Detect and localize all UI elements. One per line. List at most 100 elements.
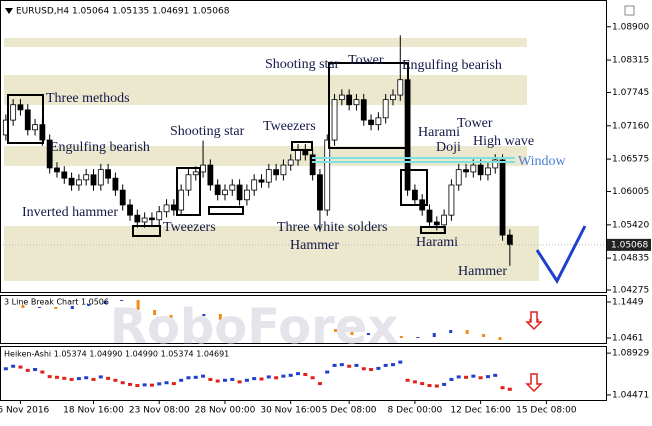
y-tick-label: 1.04471: [612, 390, 649, 400]
candle-body: [426, 209, 433, 223]
ha-bar: [449, 377, 454, 381]
pattern-label: Shooting star: [170, 124, 245, 139]
pattern-box: [176, 167, 201, 216]
brick: [399, 336, 403, 339]
ha-bar: [412, 380, 417, 384]
check-mark: [535, 225, 587, 285]
candle-body: [492, 159, 499, 169]
candle-body: [97, 169, 104, 186]
ha-bar: [244, 378, 249, 382]
candle-body: [485, 167, 491, 176]
ha-bar: [135, 384, 140, 388]
candle-body: [338, 94, 345, 101]
candle-body: [119, 189, 126, 206]
ha-bar: [18, 365, 23, 369]
ha-bar: [149, 383, 154, 387]
y-tick-label: 1.08929: [612, 349, 649, 359]
candle-body: [200, 164, 206, 173]
x-tick-label: 18 Nov 16:00: [63, 406, 124, 416]
candle-body: [54, 167, 60, 173]
ha-bar: [464, 375, 469, 379]
brick: [268, 322, 272, 325]
ha-bar: [47, 375, 52, 379]
candle-body: [499, 159, 506, 236]
candle-body: [90, 174, 97, 186]
ha-bar: [274, 376, 279, 380]
ha-bar: [303, 372, 308, 376]
ha-bar: [106, 376, 111, 380]
candle-body: [68, 177, 75, 186]
candle-body: [477, 164, 484, 176]
ha-bar: [266, 375, 271, 379]
candle-body: [360, 99, 367, 121]
ha-bar: [25, 368, 30, 372]
candle-body: [287, 159, 294, 166]
ha-bar: [427, 384, 432, 388]
x-tick-label: 12 Dec 16:00: [450, 406, 511, 416]
brick: [284, 322, 288, 327]
ha-bar: [208, 377, 213, 381]
candle-body: [170, 204, 177, 211]
candle-body: [127, 204, 133, 216]
candle-body: [317, 174, 323, 211]
candle-body: [295, 149, 301, 161]
brick: [465, 329, 469, 334]
candle-body: [506, 234, 513, 246]
brick: [218, 313, 222, 321]
candle-body: [192, 171, 199, 176]
pattern-box: [7, 94, 44, 144]
candle-body: [368, 119, 374, 126]
candle-body: [397, 79, 404, 96]
zone: [4, 38, 527, 47]
candle-body: [163, 204, 170, 213]
pattern-label: Harami: [418, 125, 460, 140]
brick: [416, 337, 420, 339]
ha-bar: [84, 376, 89, 380]
brick: [37, 306, 41, 309]
brick: [498, 337, 502, 341]
ha-bar: [442, 382, 447, 386]
ha-bar: [471, 374, 476, 378]
brick: [366, 333, 370, 336]
ha-bar: [405, 378, 410, 382]
brick: [251, 322, 255, 325]
brick: [235, 320, 239, 323]
x-tick-label: 16 Nov 2016: [0, 406, 50, 416]
candle-body: [17, 104, 24, 111]
ha-bar: [296, 372, 301, 376]
pattern-label: Shooting star: [265, 57, 340, 72]
ha-bar: [339, 363, 344, 367]
candle-body: [273, 169, 280, 176]
brick: [120, 299, 124, 302]
candle-body: [448, 184, 455, 216]
candle-body: [61, 171, 68, 179]
x-tick-label: 28 Nov 00:00: [195, 406, 256, 416]
brick: [482, 333, 486, 338]
window-icon[interactable]: [624, 5, 635, 16]
candle-body: [463, 169, 469, 173]
ha-bar: [493, 373, 498, 377]
ha-bar: [456, 375, 461, 379]
candle-body: [46, 139, 53, 169]
pattern-box: [420, 226, 446, 234]
ha-bar: [478, 376, 483, 380]
ha-bar: [354, 363, 359, 367]
y-tick-label: 1.04275: [612, 286, 649, 296]
y-tick-label: 1.06005: [612, 187, 649, 197]
y-tick-label: 1.08900: [612, 22, 649, 32]
ha-bar: [398, 360, 403, 364]
ha-bar: [76, 377, 81, 381]
brick: [87, 304, 91, 307]
x-tick-label: 15 Dec 08:00: [516, 406, 577, 416]
ha-bar: [369, 368, 374, 372]
candle-body: [324, 139, 331, 211]
brick: [449, 329, 453, 334]
panel-title: 3 Line Break Chart 1.0506: [4, 298, 109, 307]
candle-body: [156, 211, 163, 221]
ha-bar: [500, 386, 505, 390]
ha-bar: [361, 367, 366, 371]
pattern-label: Engulfing bearish: [50, 140, 150, 155]
ha-bar: [230, 377, 235, 381]
ha-bar: [54, 375, 59, 379]
